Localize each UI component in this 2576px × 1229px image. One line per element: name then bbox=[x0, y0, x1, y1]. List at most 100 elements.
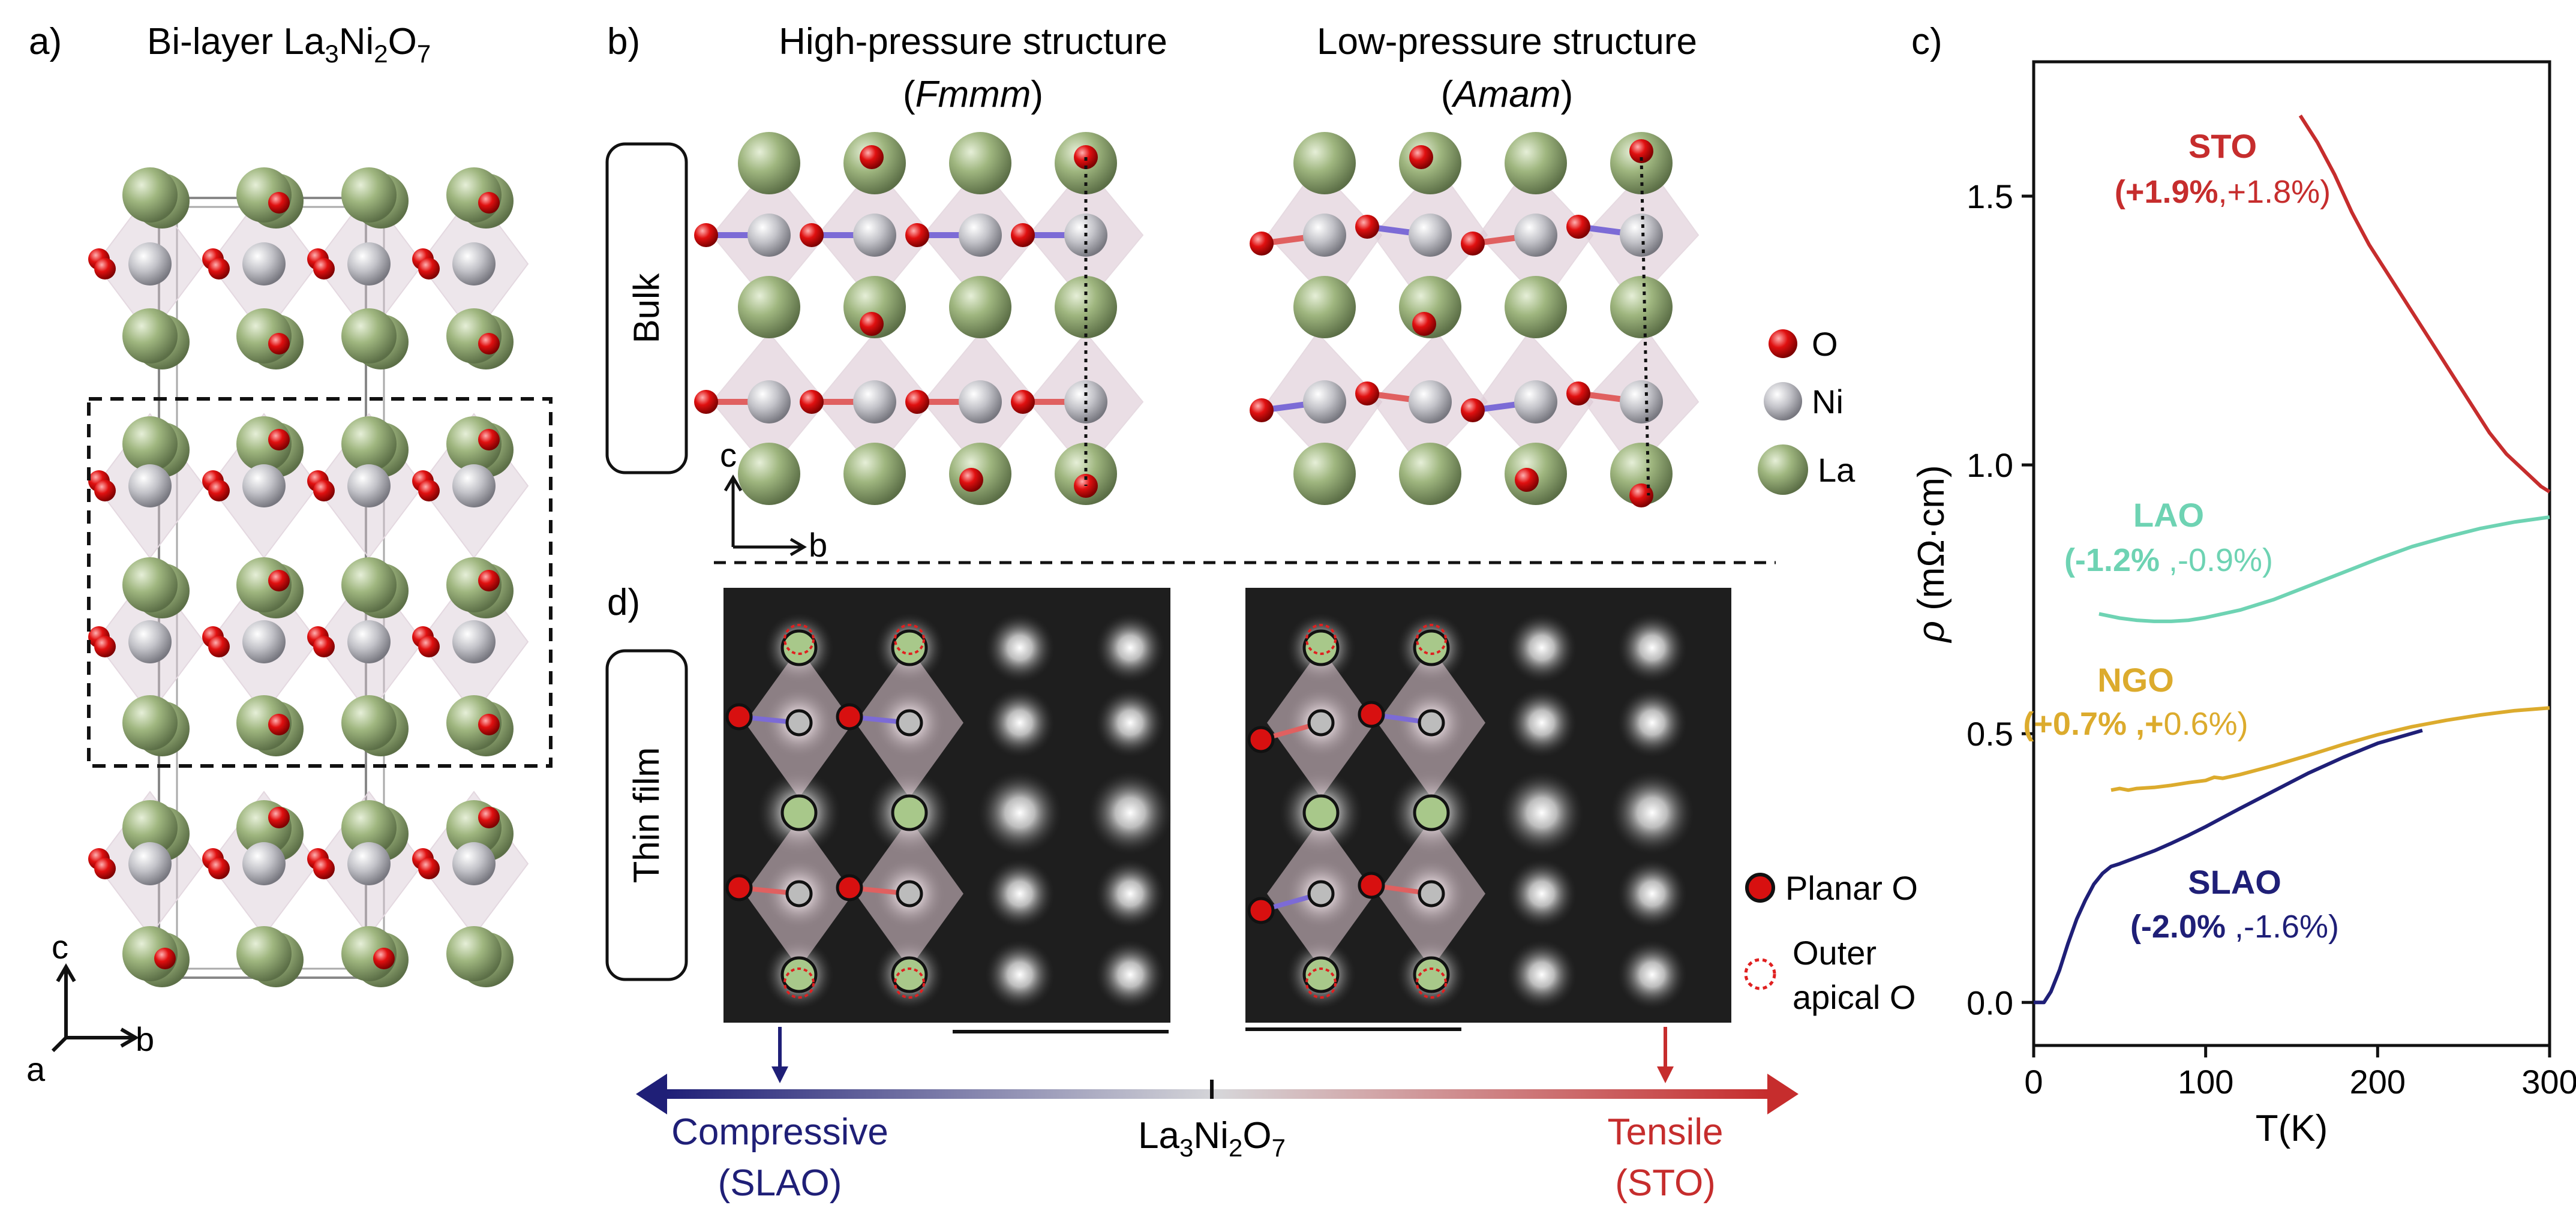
panel-b: b) High-pressure structure (Fmmm) Low-pr… bbox=[605, 21, 1856, 564]
ni-atom bbox=[1303, 380, 1346, 423]
la-column-marker bbox=[780, 956, 818, 993]
ni-atom bbox=[853, 380, 896, 423]
axes-triad-b bbox=[723, 474, 807, 557]
lanthanum-legend-label: La bbox=[1818, 451, 1856, 489]
ni-column-marker bbox=[896, 709, 923, 737]
ni-atom bbox=[242, 620, 286, 663]
y-tick-label: 1.5 bbox=[1966, 178, 2013, 215]
ni-atom bbox=[959, 380, 1002, 423]
apical-o-atom bbox=[1515, 468, 1539, 492]
bulk-row-label-box bbox=[605, 142, 688, 474]
ni-column-marker bbox=[1418, 880, 1445, 908]
apical-o-atom bbox=[1629, 483, 1653, 507]
o-atom bbox=[154, 948, 176, 969]
axis-b-label: b bbox=[136, 1020, 154, 1058]
outer-apical-legend-label-2: apical O bbox=[1793, 978, 1916, 1016]
o-atom bbox=[94, 258, 116, 280]
ni-atom bbox=[1620, 380, 1663, 423]
thin-film-row-label-box bbox=[605, 649, 688, 981]
low-pressure-structure bbox=[1250, 132, 1700, 507]
chart-series-lines bbox=[2034, 114, 2551, 1005]
o-atom bbox=[94, 480, 116, 501]
la-atom bbox=[738, 132, 800, 194]
ni-atom bbox=[242, 842, 286, 885]
o-atom bbox=[694, 390, 718, 414]
panel-c-label: c) bbox=[1911, 21, 1942, 62]
atomic-column-spot bbox=[1507, 940, 1577, 1009]
o-atom bbox=[313, 258, 335, 280]
ni-atom bbox=[452, 620, 496, 663]
y-tick-label: 1.0 bbox=[1966, 446, 2013, 484]
o-atom bbox=[94, 858, 116, 879]
o-atom bbox=[478, 807, 500, 828]
o-atom bbox=[478, 333, 500, 354]
atom-legend: O Ni La bbox=[1758, 325, 1856, 495]
la-atom bbox=[949, 132, 1011, 194]
thin-film-row-label: Thin film bbox=[626, 747, 666, 884]
la-column-marker bbox=[891, 956, 928, 993]
apical-o-atom bbox=[959, 468, 983, 492]
ni-atom bbox=[747, 380, 791, 423]
series-strain-slao: (-2.0% ,-1.6%) bbox=[2130, 909, 2339, 945]
atomic-column-spot bbox=[1507, 688, 1577, 758]
o-atom bbox=[418, 258, 440, 280]
atomic-column-spot bbox=[985, 940, 1055, 1009]
atomic-column-spot bbox=[1617, 688, 1687, 758]
apical-o-atom bbox=[1629, 139, 1653, 163]
compressive-label: Compressive bbox=[671, 1111, 888, 1153]
crystal-structure-bilayer bbox=[88, 167, 529, 987]
compressive-substrate: (SLAO) bbox=[718, 1162, 842, 1204]
atomic-column-spot bbox=[978, 771, 1062, 855]
la-atom bbox=[341, 416, 397, 471]
la-atom bbox=[843, 276, 906, 338]
stem-image-compressive bbox=[723, 588, 1172, 1023]
o-atom bbox=[1011, 390, 1035, 414]
la-atom bbox=[122, 308, 178, 363]
o-atom bbox=[313, 636, 335, 657]
stem-image-tensile bbox=[1245, 588, 1731, 1023]
o-atom bbox=[208, 258, 230, 280]
tensile-label: Tensile bbox=[1608, 1111, 1724, 1153]
high-pressure-group: (Fmmm) bbox=[903, 74, 1043, 115]
panel-b-label: b) bbox=[607, 21, 640, 62]
o-atom bbox=[478, 714, 500, 735]
la-atom bbox=[341, 308, 397, 363]
series-name-slao: SLAO bbox=[2188, 863, 2281, 901]
o-atom bbox=[418, 636, 440, 657]
ni-atom bbox=[347, 242, 391, 286]
o-atom bbox=[313, 480, 335, 501]
oxygen-legend-icon bbox=[1769, 329, 1797, 358]
la-atom bbox=[122, 800, 178, 855]
ni-column-marker bbox=[1418, 709, 1445, 737]
ni-atom bbox=[1409, 380, 1452, 423]
la-atom bbox=[1505, 132, 1567, 194]
la-column-marker bbox=[1413, 794, 1450, 831]
atomic-column-spot bbox=[985, 613, 1055, 683]
la-column-marker bbox=[1413, 956, 1450, 993]
la-atom bbox=[843, 443, 906, 505]
planar-o-marker bbox=[836, 703, 863, 731]
panel-c: c) 0 100 200 300 0.0 0.5 1.0 1.5 STO (+1.9%,+1.8… bbox=[1911, 21, 2576, 1149]
atomic-column-spot bbox=[985, 688, 1055, 758]
compressive-arrowhead bbox=[636, 1074, 667, 1114]
o-atom bbox=[1011, 223, 1035, 247]
la-column-marker bbox=[891, 629, 928, 666]
o-atom bbox=[905, 390, 929, 414]
ni-atom bbox=[1514, 214, 1557, 257]
ni-atom bbox=[1409, 214, 1452, 257]
o-atom bbox=[478, 429, 500, 450]
o-atom bbox=[373, 948, 395, 969]
chart-plot-frame bbox=[2032, 60, 2551, 1047]
la-atom bbox=[446, 926, 502, 981]
ni-atom bbox=[452, 242, 496, 286]
la-atom bbox=[341, 167, 397, 223]
series-strain-sto: (+1.9%,+1.8%) bbox=[2115, 174, 2331, 210]
nickel-legend-icon bbox=[1764, 382, 1802, 420]
planar-o-marker bbox=[1247, 897, 1275, 924]
atomic-column-spot bbox=[1507, 859, 1577, 928]
o-atom bbox=[268, 807, 290, 828]
o-atom bbox=[1250, 232, 1274, 256]
o-atom bbox=[478, 570, 500, 591]
tensile-arrowhead bbox=[1767, 1074, 1799, 1114]
